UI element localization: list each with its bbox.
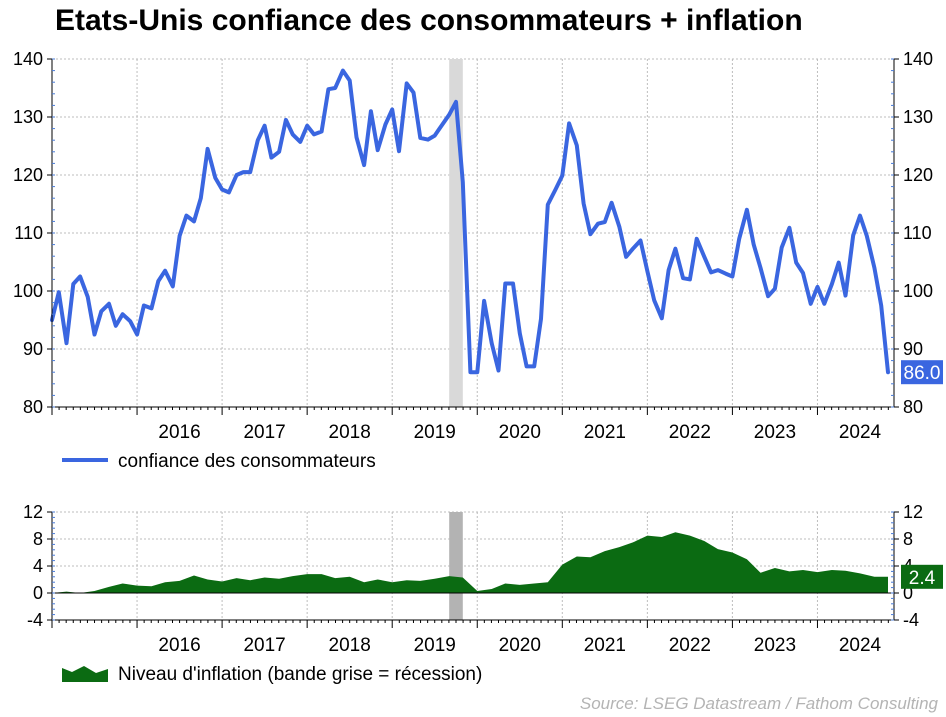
x-tick-label: 2022 <box>669 635 711 656</box>
x-tick-label: 2023 <box>754 635 796 656</box>
last-value-label: 2.4 <box>909 568 936 589</box>
y-tick-label-left: 130 <box>13 107 43 127</box>
y-tick-label-right: 100 <box>903 281 933 301</box>
y-tick-label-right: 130 <box>903 107 933 127</box>
x-tick-label: 2019 <box>414 635 456 656</box>
x-tick-label: 2021 <box>584 422 626 443</box>
y-tick-label-left: 12 <box>23 502 43 522</box>
x-tick-label: 2016 <box>158 422 200 443</box>
x-tick-label: 2024 <box>839 635 882 656</box>
confidence-series-line <box>50 68 890 375</box>
x-tick-label: 2016 <box>158 635 200 656</box>
confidence-panel: 80 80 90 90 100 100 110 110 120 120 130 130 140 140 20… <box>13 49 943 443</box>
x-tick-label: 2023 <box>754 422 796 443</box>
y-tick-label-left: 120 <box>13 165 43 185</box>
y-tick-label-left: 100 <box>13 281 43 301</box>
recession-band <box>449 512 463 620</box>
x-tick-label: 2018 <box>329 422 371 443</box>
x-tick-label: 2020 <box>499 635 541 656</box>
legend-inflation: Niveau d'inflation (bande grise = récess… <box>62 664 482 686</box>
last-value-badge <box>901 564 943 589</box>
x-tick-label: 2020 <box>499 422 541 443</box>
x-tick-label: 2024 <box>839 422 882 443</box>
x-tick-label: 2018 <box>329 635 371 656</box>
y-tick-label-left: 140 <box>13 49 43 69</box>
last-value-label: 86.0 <box>904 363 941 384</box>
y-tick-label-right: 80 <box>903 397 923 417</box>
inflation-panel: -4-4004488121220162017201820192020202120… <box>23 502 943 656</box>
x-tick-label: 2021 <box>584 635 626 656</box>
x-tick-label: 2022 <box>669 422 711 443</box>
y-tick-label-left: 90 <box>23 339 43 359</box>
source-note: Source: LSEG Datastream / Fathom Consult… <box>579 694 938 713</box>
y-tick-label-left: -4 <box>27 610 43 630</box>
y-tick-label-left: 8 <box>33 529 43 549</box>
last-value-badge <box>901 360 943 385</box>
legend-area-swatch <box>62 665 108 682</box>
chart-title: Etats-Unis confiance des consommateurs +… <box>55 4 803 37</box>
legend-inflation-label: Niveau d'inflation (bande grise = récess… <box>118 664 483 685</box>
y-tick-label-right: 90 <box>903 339 923 359</box>
y-tick-label-left: 80 <box>23 397 43 417</box>
y-tick-label-right: 0 <box>903 583 913 603</box>
y-tick-label-right: 12 <box>903 502 923 522</box>
y-tick-label-right: 120 <box>903 165 933 185</box>
y-tick-label-right: -4 <box>903 610 919 630</box>
y-tick-label-left: 0 <box>33 583 43 603</box>
legend-confidence: confiance des consommateurs <box>62 451 376 473</box>
legend-confidence-label: confiance des consommateurs <box>118 451 376 472</box>
inflation-series-area <box>52 532 888 593</box>
y-tick-label-right: 110 <box>903 223 932 243</box>
x-tick-label: 2019 <box>414 422 456 443</box>
x-tick-label: 2017 <box>243 635 285 656</box>
x-tick-label: 2017 <box>243 422 285 443</box>
y-tick-label-right: 140 <box>903 49 933 69</box>
y-tick-label-left: 110 <box>14 223 43 243</box>
y-tick-label-right: 8 <box>903 529 913 549</box>
y-tick-label-left: 4 <box>33 556 43 576</box>
legend-line-swatch <box>62 457 108 462</box>
